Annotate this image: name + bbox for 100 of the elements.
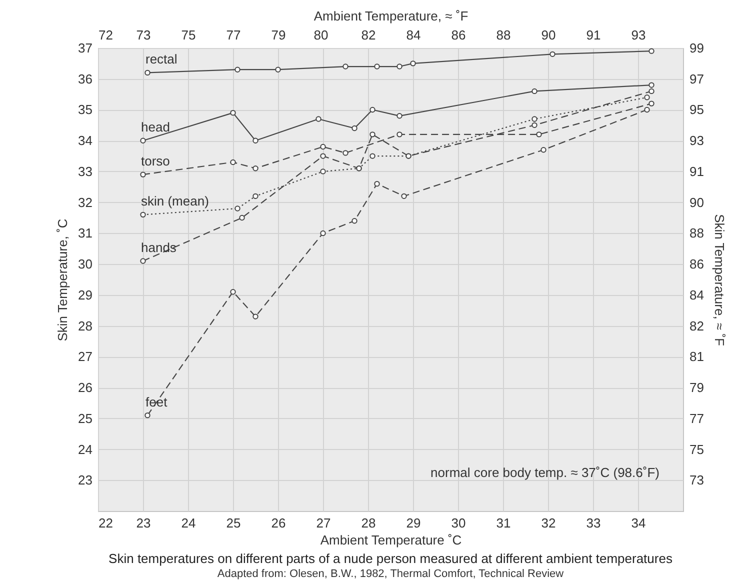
point	[320, 168, 326, 174]
point	[230, 289, 236, 295]
x2-tick-label: 75	[181, 28, 196, 42]
y-tick-label: 33	[78, 164, 92, 179]
y-tick-label: 37	[78, 40, 92, 56]
series-label: hands	[141, 240, 177, 255]
y2-tick-label: 77	[690, 410, 704, 426]
x-tick-label: 25	[226, 516, 241, 530]
point	[644, 106, 650, 113]
y-tick-label: 24	[78, 442, 92, 457]
x2-tick-label: 80	[314, 28, 328, 42]
series-label: head	[141, 120, 170, 135]
y2-tick-label: 84	[690, 287, 704, 302]
y2-tick-label: 79	[690, 380, 704, 396]
y2-tick-label: 93	[690, 133, 704, 148]
point	[230, 159, 236, 166]
x-tick-label: 32	[541, 516, 556, 530]
x-tick-label: 26	[271, 516, 286, 530]
y-tick-label: 31	[78, 226, 92, 241]
x-tick-label: 29	[406, 516, 421, 530]
series-label: rectal	[146, 52, 178, 67]
y-tick-label: 29	[78, 287, 92, 302]
x-tick-label: 24	[181, 516, 196, 530]
point	[644, 94, 650, 100]
x2-tick-label: 77	[226, 28, 241, 42]
y2-tick-label: 75	[690, 442, 704, 457]
point	[401, 193, 407, 199]
point	[275, 66, 281, 72]
y-tick-label: 36	[78, 71, 92, 86]
x-tick-label: 30	[451, 516, 466, 530]
point	[370, 106, 376, 113]
point	[252, 314, 258, 320]
y2-tick-label: 95	[690, 102, 704, 118]
point	[140, 138, 146, 144]
x-tick-label: 27	[316, 516, 331, 530]
y2-tick-label: 90	[690, 194, 704, 210]
y2-tick-label: 73	[690, 472, 704, 488]
point	[370, 153, 376, 159]
point	[648, 48, 654, 54]
x2-tick-label: 73	[136, 28, 151, 42]
point	[234, 206, 240, 212]
x-tick-label: 23	[136, 516, 151, 530]
point	[342, 64, 348, 70]
point	[550, 51, 556, 58]
x2-tick-label: 84	[406, 28, 421, 42]
x-tick-label: 33	[586, 516, 601, 530]
x-tick-label: 28	[361, 516, 376, 530]
point	[252, 138, 258, 144]
point	[540, 147, 546, 153]
point	[252, 193, 258, 199]
point	[352, 125, 358, 132]
text: Adapted from: Olesen, B.W., 1982, Thermal Comfort, Technical Review	[217, 568, 564, 580]
point	[252, 166, 258, 172]
x2-axis-title: Ambient Temperature, ≈ ˚F	[314, 8, 468, 24]
point	[532, 116, 538, 122]
point	[320, 230, 326, 236]
point	[648, 100, 654, 106]
x2-tick-label: 86	[451, 28, 466, 42]
y2-tick-label: 82	[690, 318, 704, 334]
point	[352, 218, 358, 224]
point	[410, 60, 416, 66]
x-tick-label: 22	[98, 516, 113, 530]
y2-tick-label: 81	[690, 349, 704, 364]
point	[648, 88, 654, 94]
point	[316, 116, 322, 122]
x-tick-label: 34	[631, 516, 646, 530]
point	[396, 64, 402, 70]
point	[342, 150, 348, 156]
point	[370, 132, 376, 138]
x2-tick-label: 82	[361, 28, 376, 42]
x2-tick-label: 90	[541, 28, 556, 42]
x2-tick-label: 91	[586, 28, 601, 42]
point	[144, 70, 150, 76]
annotation: normal core body temp. ≈ 37˚C (98.6˚F)	[430, 465, 660, 480]
y-tick-label: 23	[78, 472, 92, 488]
y-tick-label: 35	[78, 102, 92, 118]
x2-tick-label: 72	[98, 28, 113, 42]
y2-tick-label: 97	[690, 71, 704, 86]
y-tick-label: 25	[78, 410, 92, 426]
x2-tick-label: 88	[496, 28, 511, 42]
point	[374, 180, 380, 187]
y-tick-label: 26	[78, 380, 92, 396]
y-axis-title: Skin Temperature, ˚C	[55, 218, 70, 342]
y2-tick-label: 86	[690, 256, 704, 272]
point	[396, 132, 402, 138]
series-label: torso	[141, 154, 170, 169]
point	[320, 153, 326, 159]
x2-tick-label: 79	[271, 28, 286, 42]
point	[536, 132, 542, 138]
point	[140, 212, 146, 218]
text: Skin temperatures on different parts of a nude person measured at different ambient temperatures	[108, 551, 673, 566]
y2-tick-label: 88	[690, 226, 704, 241]
y-tick-label: 28	[78, 318, 92, 334]
point	[239, 214, 245, 221]
point	[140, 172, 146, 178]
x-tick-label: 31	[496, 516, 511, 530]
point	[144, 412, 150, 418]
series-label: feet	[146, 394, 168, 410]
y-tick-label: 27	[78, 349, 92, 364]
point	[532, 88, 538, 94]
